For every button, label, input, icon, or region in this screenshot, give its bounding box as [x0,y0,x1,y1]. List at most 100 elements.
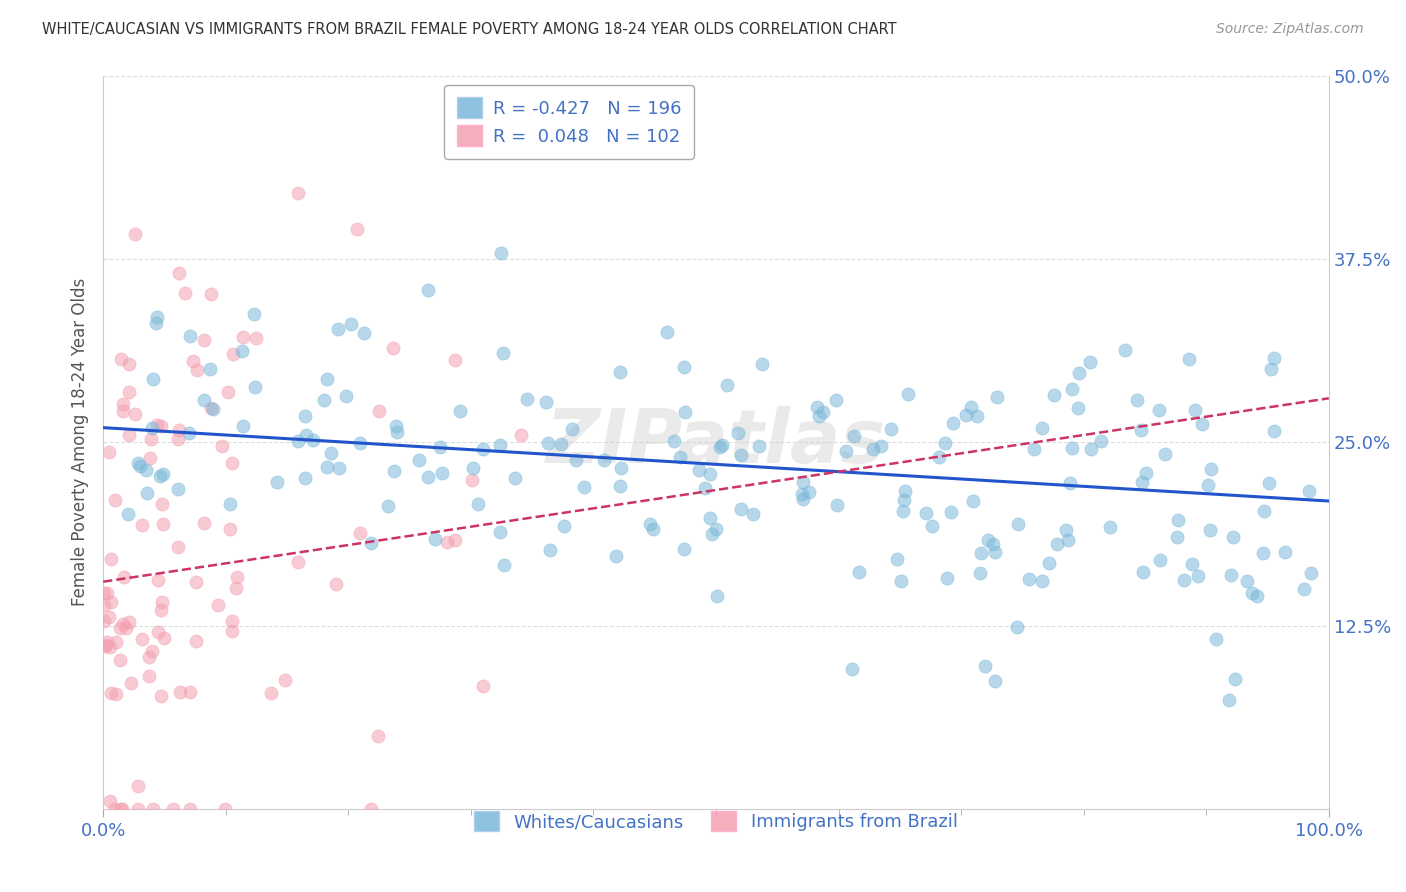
Point [1218,693,1240,707]
Point [610,461,633,475]
Point [221,346,243,360]
Text: Source: ZipAtlas.com: Source: ZipAtlas.com [1216,22,1364,37]
Point [472,679,495,693]
Point [117,428,139,442]
Point [1149,552,1171,566]
Point [848,565,870,579]
Point [117,508,139,522]
Point [225,570,247,584]
Point [748,439,770,453]
Point [553,519,575,533]
Point [139,433,162,447]
Point [1225,673,1247,687]
Point [136,486,159,500]
Point [93,599,115,613]
Point [977,533,1000,547]
Point [1222,530,1244,544]
Point [983,537,1005,551]
Point [534,394,557,409]
Point [1240,586,1263,600]
Point [98,444,121,458]
Point [1187,569,1209,583]
Point [385,418,408,433]
Point [1199,523,1222,537]
Point [550,437,572,451]
Point [111,404,134,418]
Point [167,482,190,496]
Point [328,322,350,336]
Point [274,673,297,687]
Point [1263,424,1285,438]
Point [934,435,956,450]
Point [110,802,132,816]
Point [1054,523,1077,537]
Point [969,566,991,581]
Point [207,598,229,612]
Point [891,504,914,518]
Point [936,571,959,585]
Point [973,659,995,673]
Point [131,632,153,646]
Point [93,615,115,629]
Point [167,266,190,280]
Point [200,362,222,376]
Point [193,333,215,347]
Point [319,446,342,460]
Point [657,326,679,340]
Point [1135,466,1157,480]
Point [138,669,160,683]
Point [179,802,201,816]
Point [118,357,141,371]
Point [112,570,135,584]
Point [890,574,912,589]
Point [1099,520,1122,534]
Point [186,575,208,590]
Point [377,499,399,513]
Point [706,589,728,603]
Point [969,546,991,560]
Point [1298,483,1320,498]
Point [294,471,316,485]
Point [353,326,375,341]
Point [340,317,363,331]
Point [605,549,627,564]
Point [127,456,149,470]
Point [108,653,131,667]
Point [1005,620,1028,634]
Point [1056,533,1078,547]
Point [492,346,515,360]
Point [94,639,117,653]
Point [416,470,439,484]
Point [312,392,335,407]
Point [669,450,692,464]
Point [266,475,288,489]
Point [813,405,835,419]
Point [202,401,225,416]
Point [127,779,149,793]
Point [1090,434,1112,448]
Point [742,507,765,521]
Point [408,453,430,467]
Point [111,616,134,631]
Point [955,408,977,422]
Point [93,586,115,600]
Point [162,802,184,816]
Point [287,555,309,569]
Point [146,310,169,324]
Point [699,467,721,482]
Point [232,418,254,433]
Point [1197,477,1219,491]
Point [699,510,721,524]
Point [232,329,254,343]
Point [193,516,215,530]
Point [1018,572,1040,586]
Point [100,552,122,566]
Point [200,286,222,301]
Point [842,429,865,443]
Point [184,634,207,648]
Point [1059,476,1081,491]
Point [730,501,752,516]
Point [695,481,717,495]
Point [360,536,382,550]
Point [149,603,172,617]
